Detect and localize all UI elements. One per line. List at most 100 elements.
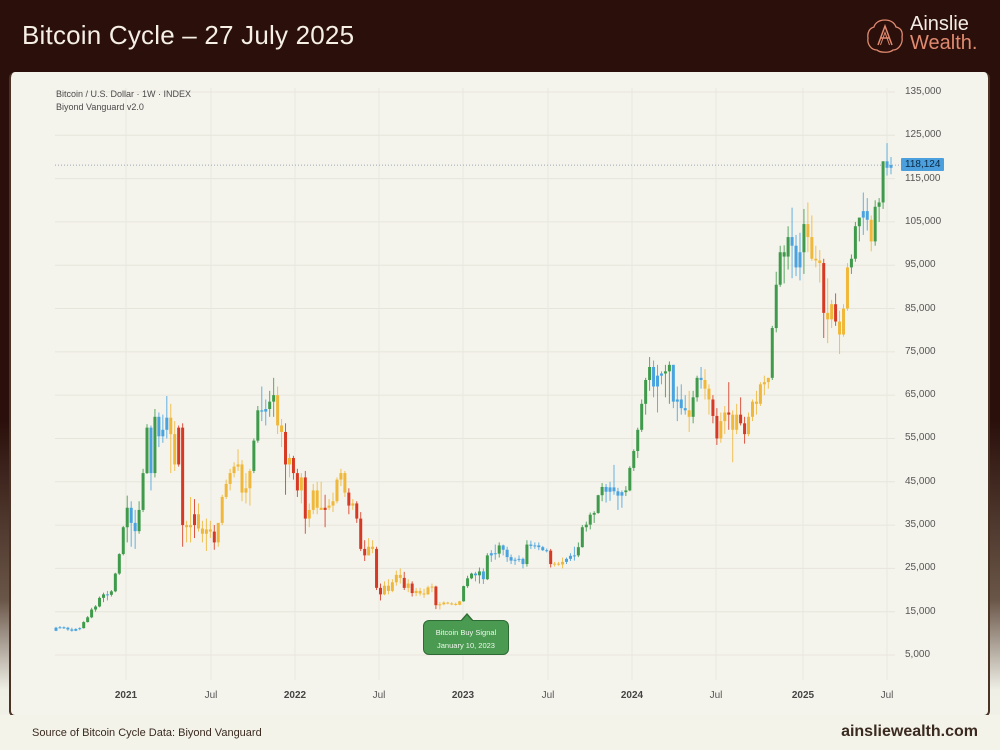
candle-body (632, 451, 636, 468)
candle-body (54, 627, 58, 631)
x-tick-label: 2023 (451, 690, 475, 701)
candle-body (881, 161, 885, 203)
buy-signal-callout: Bitcoin Buy Signal January 10, 2023 (423, 613, 509, 655)
candle-body (220, 496, 224, 523)
candle-body (466, 578, 470, 587)
y-tick-label: 25,000 (905, 562, 936, 574)
candle-body (157, 416, 161, 437)
candle-body (458, 601, 462, 605)
candle-body (869, 219, 873, 242)
candle-body (699, 377, 703, 380)
x-tick-label: 2024 (620, 690, 644, 701)
candle-body (86, 617, 90, 623)
candle-body (616, 491, 620, 496)
candle-body (557, 563, 561, 565)
candle-body (311, 490, 315, 510)
candle-body (70, 629, 74, 631)
candle-body (794, 245, 798, 268)
indicator-label: Biyond Vanguard v2.0 (56, 102, 144, 112)
candle-body (786, 237, 790, 257)
candle-body (442, 602, 446, 605)
candle-body (889, 165, 893, 168)
candle-body (691, 397, 695, 417)
candle-body (228, 473, 232, 484)
source-credit: Source of Bitcoin Cycle Data: Biyond Van… (32, 727, 262, 739)
candle-body (129, 507, 133, 523)
candle-body (204, 529, 208, 534)
candle-body (173, 434, 177, 465)
candle-body (845, 267, 849, 309)
candle-body (648, 367, 652, 380)
candle-body (628, 467, 632, 491)
candle-body (802, 224, 806, 253)
candle-body (422, 593, 426, 595)
candle-body (438, 604, 442, 606)
candle-body (790, 237, 794, 246)
candle-body (561, 561, 565, 565)
candle-body (667, 364, 671, 372)
candle-body (671, 364, 675, 402)
candle-body (513, 559, 517, 561)
candle-body (663, 371, 667, 374)
candle-body (193, 514, 197, 526)
candle-body (568, 555, 572, 559)
ainslie-wealth-logo[interactable]: Ainslie Wealth. (866, 14, 986, 57)
candle-body (612, 487, 616, 492)
candle-body (604, 486, 608, 492)
candle-body (782, 252, 786, 257)
candle-body (90, 609, 94, 618)
candle-body (212, 531, 216, 543)
candle-body (303, 477, 307, 519)
candle-body (276, 395, 280, 426)
candle-body (66, 627, 70, 630)
candle-body (822, 263, 826, 313)
candle-body (379, 587, 383, 595)
candle-body (525, 544, 529, 565)
candle-body (711, 399, 715, 416)
candle-body (537, 545, 541, 548)
candle-body (82, 622, 86, 629)
candle-body (470, 573, 474, 579)
candle-body (410, 583, 414, 594)
candle-body (264, 409, 268, 412)
candle-body (117, 554, 121, 574)
candle-body (446, 602, 450, 604)
candle-body (541, 547, 545, 551)
y-tick-label: 125,000 (905, 129, 942, 141)
last-price-badge: 118,124 (901, 158, 945, 171)
candle-body (624, 490, 628, 493)
candle-body (750, 401, 754, 417)
candle-body (572, 555, 576, 557)
candle-body (335, 479, 339, 502)
candle-body (319, 507, 323, 510)
candle-body (78, 628, 82, 630)
candle-body (185, 525, 189, 528)
candle-body (703, 379, 707, 389)
candle-body (181, 427, 185, 526)
logo-text-wealth: Wealth. (910, 32, 978, 54)
candle-body (778, 252, 782, 285)
candle-body (588, 514, 592, 525)
candle-body (200, 528, 204, 534)
candle-body (367, 546, 371, 556)
y-tick-label: 15,000 (905, 605, 936, 617)
candle-body (553, 563, 557, 565)
candle-body (232, 466, 236, 474)
candle-body (640, 403, 644, 430)
candle-body (133, 522, 137, 532)
website-link[interactable]: ainsliewealth.com (841, 723, 978, 740)
candle-body (295, 473, 299, 491)
candle-body (580, 527, 584, 548)
candle-body (596, 495, 600, 513)
candle-body (430, 586, 434, 588)
y-tick-label: 45,000 (905, 475, 936, 487)
candle-body (145, 427, 149, 474)
y-tick-label: 135,000 (905, 86, 942, 97)
y-tick-label: 115,000 (905, 172, 941, 184)
candle-body (743, 423, 747, 435)
candle-body (481, 571, 485, 580)
candle-body (299, 477, 303, 491)
candle-body (224, 483, 228, 497)
y-tick-label: 5,000 (905, 649, 931, 660)
